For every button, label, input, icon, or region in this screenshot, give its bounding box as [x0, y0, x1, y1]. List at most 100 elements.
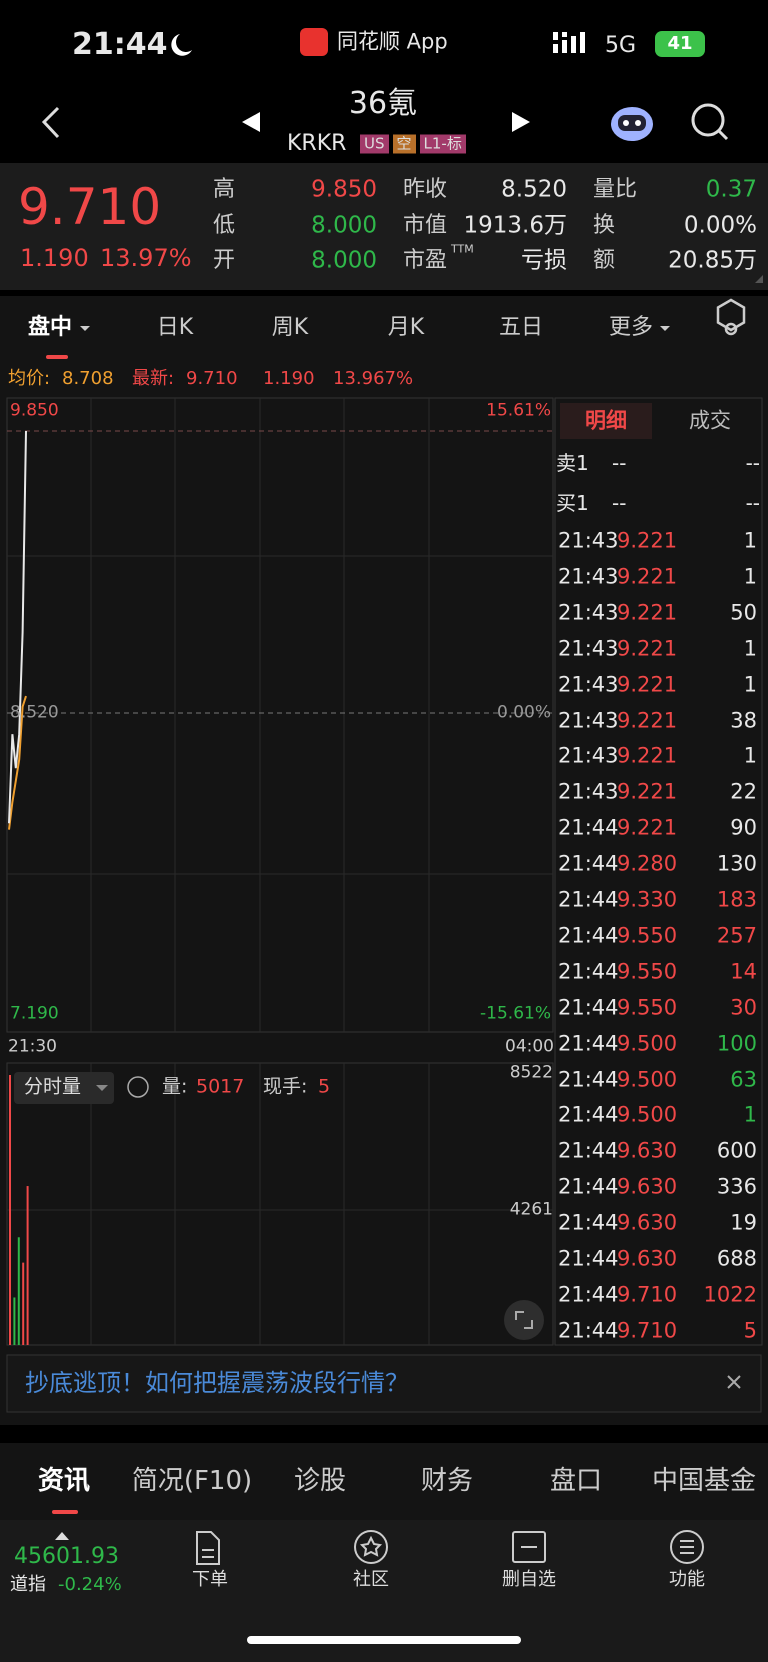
trade-price: 9.550 — [617, 923, 678, 948]
section-tab[interactable]: 诊股 — [293, 1466, 347, 1496]
trade-price: 9.500 — [617, 1067, 678, 1091]
nav-label[interactable]: 下单 — [192, 1569, 228, 1590]
index-name: 道指 — [10, 1574, 46, 1595]
index-value: 45601.93 — [14, 1544, 119, 1569]
stat-value: 0.37 — [705, 176, 757, 203]
volume-tick-label: 4261 — [509, 1199, 553, 1220]
tab-indicator — [46, 355, 68, 359]
pct-label: -15.61% — [480, 1003, 551, 1024]
info-text: 13.967% — [333, 368, 414, 389]
trade-volume: 336 — [716, 1174, 757, 1199]
trade-price: 9.221 — [617, 600, 678, 625]
tab[interactable]: 五日 — [498, 315, 544, 340]
trade-volume: 63 — [730, 1067, 757, 1091]
trade-volume: 1 — [743, 564, 757, 589]
trade-time: 21:44 — [558, 923, 619, 948]
trade-volume: 90 — [730, 815, 757, 840]
price-line — [8, 430, 27, 824]
tab[interactable]: 月K — [387, 315, 425, 340]
info-text: 8.708 — [62, 368, 114, 389]
settings-icon[interactable] — [716, 298, 746, 336]
tab[interactable]: 日K — [156, 315, 194, 340]
trade-time: 21:44 — [558, 959, 619, 984]
nav-label[interactable]: 删自选 — [502, 1569, 556, 1590]
search-icon[interactable] — [691, 103, 729, 141]
change-pct: 13.97% — [100, 244, 192, 272]
value: 5 — [318, 1075, 331, 1098]
book-volume: -- — [745, 451, 760, 475]
section-tab[interactable]: 财务 — [420, 1466, 474, 1496]
next-stock[interactable] — [512, 112, 530, 132]
volume-bar — [9, 1075, 11, 1345]
trade-price: 9.221 — [617, 528, 678, 553]
x-tick-label: 21:30 — [8, 1036, 57, 1057]
trade-time: 21:44 — [558, 1174, 619, 1199]
stat-value: 8.520 — [501, 176, 567, 203]
app-name: 同花顺 App — [337, 29, 448, 54]
trade-time: 21:44 — [558, 815, 619, 840]
home-indicator — [247, 1636, 521, 1644]
stat-value: 亏损 — [521, 247, 567, 274]
trade-volume: 38 — [730, 708, 757, 732]
nav-label[interactable]: 功能 — [669, 1569, 705, 1590]
info-text: 均价: — [8, 368, 51, 389]
y-tick-label: 9.850 — [10, 400, 59, 421]
label: 现手: — [263, 1075, 308, 1098]
trade-price: 9.630 — [617, 1210, 678, 1235]
trade-time: 21:44 — [558, 1210, 619, 1235]
trade-price: 9.221 — [617, 564, 678, 589]
trade-volume: 1022 — [703, 1282, 757, 1307]
trade-price: 9.710 — [617, 1282, 678, 1307]
avg-line — [8, 695, 27, 830]
stat-label: 市值 — [403, 213, 448, 238]
trade-price: 9.221 — [617, 779, 678, 804]
value: 5017 — [196, 1075, 245, 1098]
prev-stock[interactable] — [242, 112, 260, 132]
trade-volume: 183 — [716, 887, 757, 912]
trade-time: 21:43 — [558, 743, 619, 768]
section-tab[interactable]: 中国基金 — [651, 1466, 757, 1496]
trade-volume: 19 — [730, 1210, 757, 1235]
stat-label: 高 — [213, 177, 236, 202]
tab[interactable]: 盘中 — [27, 315, 73, 340]
tag: US — [360, 134, 389, 154]
expand-button[interactable] — [504, 1300, 544, 1340]
section-tab[interactable]: 简况(F10) — [131, 1466, 253, 1496]
close-banner[interactable] — [727, 1375, 741, 1389]
trade-price: 9.221 — [617, 708, 678, 732]
info-text: 9.710 — [186, 368, 238, 389]
trade-price: 9.221 — [617, 815, 678, 840]
book-volume: -- — [745, 491, 760, 515]
trade-volume: 1 — [743, 1102, 757, 1127]
section-tab[interactable]: 盘口 — [549, 1466, 603, 1496]
signal-icon — [553, 32, 585, 53]
tab[interactable]: 周K — [271, 315, 309, 340]
battery-level: 41 — [667, 33, 693, 54]
volume-selector[interactable] — [14, 1072, 114, 1104]
volume-tick-label: 8522 — [509, 1062, 553, 1083]
trade-volume: 688 — [716, 1246, 757, 1271]
help-icon[interactable] — [127, 1076, 149, 1098]
detail-tab[interactable]: 成交 — [689, 408, 731, 433]
trade-price: 9.630 — [617, 1174, 678, 1199]
tab[interactable]: 更多 — [608, 315, 654, 340]
book-price: -- — [612, 491, 627, 515]
trade-volume: 600 — [716, 1138, 757, 1163]
trade-time: 21:44 — [558, 1318, 619, 1343]
trade-time: 21:44 — [558, 1282, 619, 1307]
nav-label[interactable]: 社区 — [353, 1569, 389, 1590]
trade-volume: 1 — [743, 636, 757, 661]
trade-price: 9.550 — [617, 995, 678, 1020]
trade-price: 9.330 — [617, 887, 678, 912]
trade-time: 21:44 — [558, 887, 619, 912]
robot-icon[interactable] — [611, 107, 653, 141]
banner-text[interactable]: 抄底逃顶！如何把握震荡波段行情？ — [25, 1369, 409, 1397]
back-button[interactable] — [41, 106, 60, 139]
stat-label: 换 — [593, 213, 616, 238]
detail-tab[interactable]: 明细 — [585, 408, 627, 433]
index-pct: -0.24% — [58, 1574, 122, 1595]
network: 5G — [605, 33, 637, 58]
app-icon — [300, 28, 328, 56]
section-tab[interactable]: 资讯 — [37, 1466, 91, 1496]
ticker: KRKR — [287, 131, 347, 156]
